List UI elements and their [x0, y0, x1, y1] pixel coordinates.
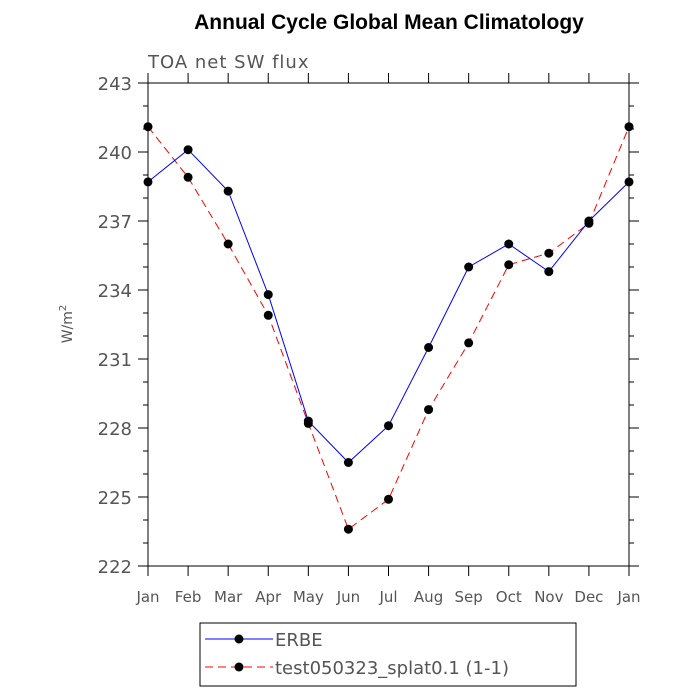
x-tick-label: Oct — [496, 588, 522, 606]
legend-box — [199, 622, 577, 687]
y-tick-label: 234 — [98, 281, 132, 302]
series-0-point — [223, 186, 233, 196]
legend-label-erbe: ERBE — [275, 630, 323, 651]
x-tick-label: Nov — [534, 588, 563, 606]
legend-marker-test — [234, 662, 244, 672]
series-1-point — [584, 218, 594, 228]
x-tick-label: Jan — [616, 588, 640, 606]
series-1-point — [544, 248, 554, 258]
y-tick-label: 222 — [98, 557, 132, 578]
series-1-point — [624, 122, 634, 132]
series-0-point — [544, 267, 554, 277]
x-tick-label: Jul — [378, 588, 397, 606]
series-1-point — [303, 418, 313, 428]
series-1-point — [424, 405, 434, 415]
x-tick-label: May — [293, 588, 324, 606]
legend-marker-erbe — [234, 634, 244, 644]
y-tick-label: 231 — [98, 350, 132, 371]
x-tick-labels: Jan Feb Mar Apr May Jun Jul Aug Sep Oct Nov Dec Jan — [135, 588, 640, 606]
series-0-point — [263, 290, 273, 300]
series-line-1 — [147, 126, 630, 530]
y-tick-label: 228 — [98, 419, 132, 440]
legend: ERBE test050323_splat0.1 (1-1) — [199, 622, 577, 687]
series-1-point — [343, 524, 353, 534]
legend-label-test: test050323_splat0.1 (1-1) — [275, 658, 509, 679]
series-0-point — [183, 145, 193, 155]
chart-title: Annual Cycle Global Mean Climatology — [194, 11, 584, 34]
x-tick-label: Apr — [255, 588, 282, 606]
y-tick-label: 243 — [98, 74, 132, 95]
series-0-point — [343, 458, 353, 467]
series-1-point — [223, 239, 233, 249]
series-0-point — [384, 421, 393, 431]
y-axis-label-unit: W/m — [60, 311, 76, 343]
series-1-point — [504, 260, 514, 270]
series-1-point — [384, 494, 393, 504]
series-1-point — [263, 310, 273, 320]
x-tick-label: Mar — [214, 588, 243, 606]
series-0-point — [424, 343, 434, 352]
x-tick-label: Dec — [574, 588, 603, 606]
y-axis-label-exponent: 2 — [58, 305, 69, 311]
tick-marks — [138, 73, 639, 576]
series-0-point — [464, 262, 474, 272]
chart-subtitle: TOA net SW flux — [147, 52, 310, 73]
y-tick-label: 237 — [98, 212, 132, 233]
x-tick-label: Jan — [135, 588, 159, 606]
y-axis-label: W/m2 — [58, 305, 76, 344]
x-tick-label: Aug — [414, 588, 443, 606]
plot-frame — [147, 82, 630, 567]
series-markers — [143, 122, 634, 534]
series-lines — [147, 126, 630, 530]
series-1-point — [464, 338, 474, 348]
x-tick-label: Feb — [175, 588, 202, 606]
x-tick-label: Jun — [336, 588, 360, 606]
y-tick-label: 240 — [98, 143, 132, 164]
series-0-point — [504, 239, 514, 249]
series-line-0 — [147, 149, 630, 464]
y-tick-labels: 222 225 228 231 234 237 240 243 — [98, 74, 132, 578]
x-tick-label: Sep — [455, 588, 483, 606]
series-0-point — [143, 177, 153, 187]
series-1-point — [143, 122, 153, 132]
series-0-point — [624, 177, 634, 187]
y-tick-label: 225 — [98, 488, 132, 509]
series-1-point — [183, 172, 193, 182]
